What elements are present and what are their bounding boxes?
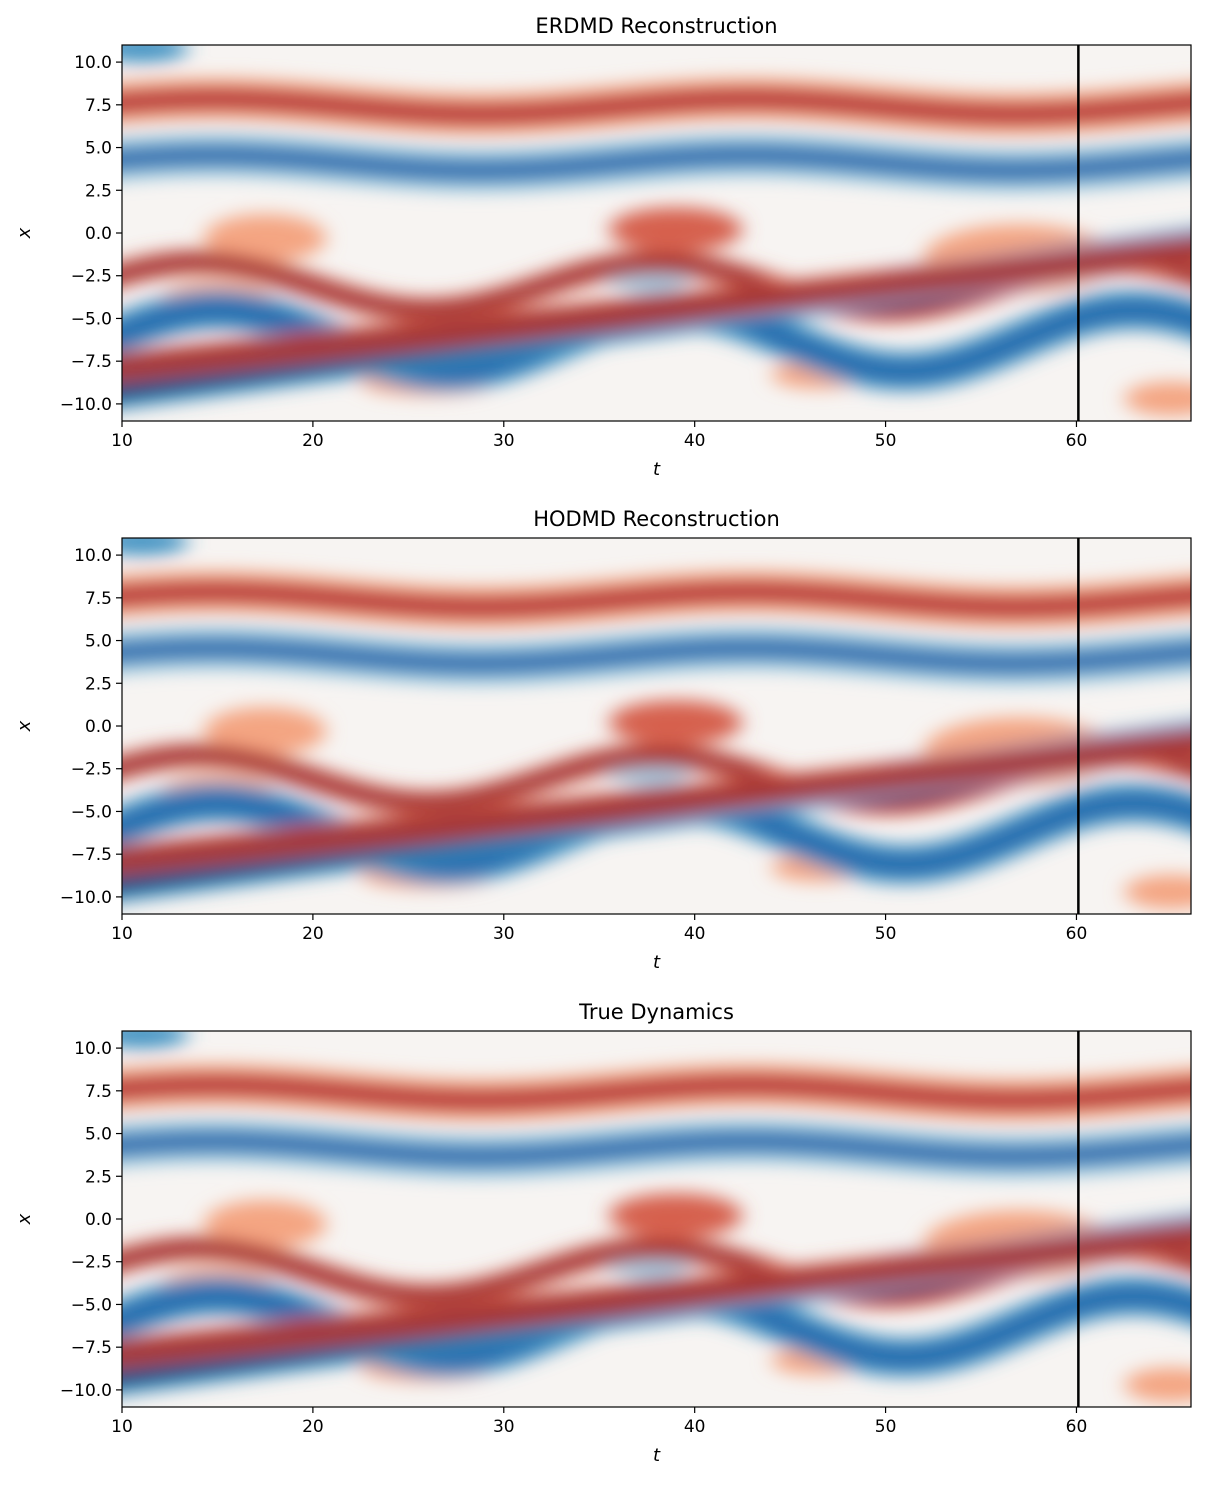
x-tick-label: 10 — [111, 431, 133, 451]
heatmap-field — [122, 45, 1191, 421]
heatmap-blob — [608, 700, 743, 745]
x-tick-labels: 10 20 30 40 50 60 — [111, 431, 1087, 451]
x-tick-labels: 10 20 30 40 50 60 — [111, 1417, 1087, 1437]
y-axis-label: x — [14, 720, 35, 732]
heatmap-band-core — [122, 1130, 1191, 1167]
x-tick-label: 30 — [493, 924, 515, 944]
x-tick-label: 10 — [111, 1417, 133, 1437]
x-tick-label: 20 — [302, 1417, 324, 1437]
y-tick-label: 5.0 — [85, 632, 112, 652]
heatmap-band-core — [122, 737, 1191, 867]
x-tick-label: 40 — [684, 924, 706, 944]
y-tick-label: −10.0 — [60, 888, 112, 908]
x-tick-labels: 10 20 30 40 50 60 — [111, 924, 1087, 944]
y-tick-label: 2.5 — [85, 1167, 112, 1187]
x-tick-label: 50 — [875, 431, 897, 451]
y-tick-label: −5.0 — [71, 802, 112, 822]
y-tick-label: 10.0 — [74, 1039, 112, 1059]
heatmap-blob — [122, 45, 189, 63]
y-tick-labels: 10.0 7.5 5.0 2.5 0.0 −2.5 −5.0 −7.5 −10.… — [60, 1039, 112, 1401]
y-tick-label: 7.5 — [85, 1082, 112, 1102]
y-tick-label: 7.5 — [85, 96, 112, 116]
x-tick-label: 10 — [111, 924, 133, 944]
heatmap-blob — [1124, 1367, 1191, 1402]
y-tick-label: 0.0 — [85, 717, 112, 737]
y-tick-label: −2.5 — [71, 267, 112, 287]
x-tick-label: 40 — [684, 1417, 706, 1437]
y-axis-label: x — [14, 1213, 35, 1225]
y-tick-labels: 10.0 7.5 5.0 2.5 0.0 −2.5 −5.0 −7.5 −10.… — [60, 546, 112, 908]
heatmap-blob — [1124, 381, 1191, 416]
y-tick-label: −5.0 — [71, 309, 112, 329]
y-tick-label: 0.0 — [85, 1210, 112, 1230]
panel-title: HODMD Reconstruction — [533, 507, 780, 531]
y-tick-label: −10.0 — [60, 395, 112, 415]
y-tick-label: −7.5 — [71, 1338, 112, 1358]
panel-erdmd: ERDMD Reconstruction 10 20 30 40 50 60 1… — [14, 14, 1192, 480]
x-axis-label: t — [653, 952, 661, 973]
y-tick-label: −5.0 — [71, 1295, 112, 1315]
x-tick-label: 20 — [302, 924, 324, 944]
x-tick-label: 30 — [493, 431, 515, 451]
y-tick-label: 5.0 — [85, 139, 112, 159]
y-tick-labels: 10.0 7.5 5.0 2.5 0.0 −2.5 −5.0 −7.5 −10.… — [60, 53, 112, 415]
heatmap-blob — [122, 1031, 189, 1049]
heatmap-band-core — [122, 637, 1191, 674]
heatmap-band-core — [122, 144, 1191, 181]
heatmap-band-core — [122, 1230, 1191, 1360]
panel-hodmd: HODMD Reconstruction 10 20 30 40 50 60 1… — [14, 507, 1192, 973]
heatmap-blob — [608, 207, 743, 252]
x-tick-label: 60 — [1066, 1417, 1088, 1437]
panel-title: ERDMD Reconstruction — [535, 14, 777, 38]
heatmap-band-core — [122, 1074, 1191, 1111]
x-axis-label: t — [653, 1445, 661, 1466]
y-tick-label: −2.5 — [71, 1253, 112, 1273]
y-tick-label: 7.5 — [85, 589, 112, 609]
heatmap-band-core — [122, 244, 1191, 374]
y-axis-label: x — [14, 227, 35, 239]
x-tick-label: 50 — [875, 924, 897, 944]
x-tick-label: 20 — [302, 431, 324, 451]
heatmap-band-core — [122, 88, 1191, 125]
y-tick-label: 10.0 — [74, 546, 112, 566]
heatmap-blob — [204, 707, 327, 756]
x-tick-label: 60 — [1066, 431, 1088, 451]
heatmap-blob — [1124, 874, 1191, 909]
y-tick-label: −10.0 — [60, 1381, 112, 1401]
panel-title: True Dynamics — [578, 1000, 734, 1024]
y-tick-label: −2.5 — [71, 760, 112, 780]
heatmap-band-core — [122, 581, 1191, 618]
x-tick-label: 50 — [875, 1417, 897, 1437]
heatmap-blob — [204, 214, 327, 263]
y-tick-label: 10.0 — [74, 53, 112, 73]
y-tick-label: −7.5 — [71, 845, 112, 865]
heatmap-field — [122, 1031, 1191, 1407]
x-tick-label: 30 — [493, 1417, 515, 1437]
panel-true-dynamics: True Dynamics 10 20 30 40 50 60 10.0 7.5… — [14, 1000, 1192, 1466]
heatmap-blob — [204, 1200, 327, 1249]
x-axis-label: t — [653, 459, 661, 480]
heatmap-field — [122, 538, 1191, 914]
y-tick-label: 2.5 — [85, 674, 112, 694]
y-tick-label: 2.5 — [85, 181, 112, 201]
x-tick-label: 40 — [684, 431, 706, 451]
y-tick-label: −7.5 — [71, 352, 112, 372]
heatmap-blob — [608, 1193, 743, 1238]
y-tick-label: 0.0 — [85, 224, 112, 244]
y-tick-label: 5.0 — [85, 1125, 112, 1145]
heatmap-blob — [122, 538, 189, 556]
x-tick-label: 60 — [1066, 924, 1088, 944]
